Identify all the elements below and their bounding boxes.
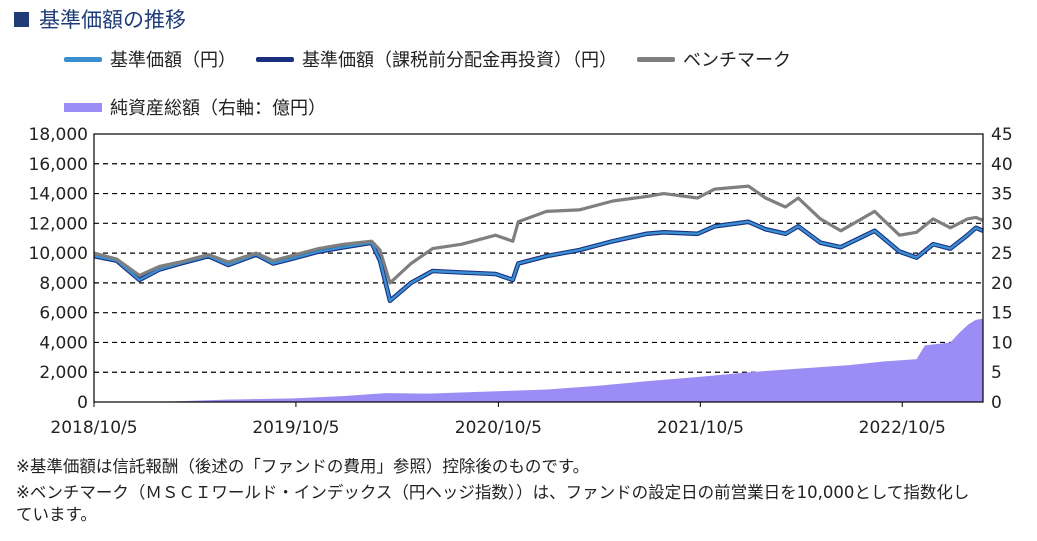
- legend-row-2: 純資産総額（右軸：億円）: [64, 94, 346, 120]
- x-tick-label: 2019/10/5: [252, 418, 339, 438]
- y-left-tick-label: 8,000: [39, 274, 88, 294]
- x-tick-label: 2020/10/5: [455, 418, 542, 438]
- y-right-tick-label: 25: [991, 244, 1013, 264]
- y-left-tick-label: 4,000: [39, 333, 88, 353]
- note-2: ※ベンチマーク（ＭＳＣＩワールド・インデックス（円ヘッジ指数））は、ファンドの設…: [16, 483, 970, 502]
- y-left-tick-label: 6,000: [39, 304, 88, 324]
- y-right-tick-label: 5: [991, 363, 1002, 383]
- y-left-tick-label: 0: [77, 393, 88, 413]
- benchmark-line: [93, 184, 984, 285]
- y-left-tick-label: 12,000: [29, 214, 88, 234]
- chart-title-row: 基準価額の推移: [14, 4, 186, 34]
- legend-item-benchmark: ベンチマーク: [637, 46, 791, 72]
- y-right-tick-label: 0: [991, 393, 1002, 413]
- y-left-tick-label: 14,000: [29, 185, 88, 205]
- axes: 0 2,000 4,000 6,000 8,000 10,000 12,000 14,000 1…: [29, 125, 1013, 438]
- grid-lines: [94, 163, 983, 373]
- note-3: ています。: [16, 505, 97, 524]
- y-left-tick-label: 10,000: [29, 244, 88, 264]
- note-1: ※基準価額は信託報酬（後述の「ファンドの費用」参照）控除後のものです。: [16, 457, 590, 476]
- legend-label-nav: 基準価額（円）: [110, 50, 236, 71]
- y-right-tick-label: 10: [991, 333, 1013, 353]
- assets-area-layer: [94, 318, 983, 402]
- legend-label-benchmark: ベンチマーク: [683, 50, 791, 71]
- legend-row-1: 基準価額（円） 基準価額（課税前分配金再投資）（円） ベンチマーク: [64, 46, 811, 72]
- legend-item-nav: 基準価額（円）: [64, 46, 236, 72]
- page-title: 基準価額の推移: [39, 8, 186, 32]
- nav-line: [93, 220, 984, 302]
- y-left-tick-label: 2,000: [39, 363, 88, 383]
- legend-swatch-nav-reinvest: [256, 56, 294, 62]
- y-right-tick-label: 20: [991, 274, 1013, 294]
- legend-label-assets: 純資産総額（右軸：億円）: [110, 98, 326, 119]
- y-right-tick-label: 45: [991, 125, 1013, 145]
- assets-area: [94, 318, 983, 402]
- legend-label-nav-reinvest: 基準価額（課税前分配金再投資）（円）: [302, 50, 617, 71]
- legend-item-assets: 純資産総額（右軸：億円）: [64, 94, 326, 120]
- legend-item-nav-reinvest: 基準価額（課税前分配金再投資）（円）: [256, 46, 617, 72]
- x-tick-label: 2021/10/5: [657, 418, 744, 438]
- x-tick-label: 2018/10/5: [50, 418, 137, 438]
- plot-frame: [93, 133, 984, 403]
- legend-swatch-assets: [64, 102, 102, 112]
- y-right-tick-label: 35: [991, 185, 1013, 205]
- title-square-icon: [14, 11, 29, 27]
- chart-area: 0 2,000 4,000 6,000 8,000 10,000 12,000 14,000 1…: [29, 125, 1013, 438]
- y-right-tick-label: 15: [991, 304, 1013, 324]
- series-lines-layer: [93, 184, 984, 304]
- y-right-tick-label: 40: [991, 155, 1013, 175]
- y-right-tick-label: 30: [991, 214, 1013, 234]
- y-left-tick-label: 16,000: [29, 155, 88, 175]
- x-tick-label: 2022/10/5: [859, 418, 946, 438]
- y-left-tick-label: 18,000: [29, 125, 88, 145]
- legend-swatch-benchmark: [637, 56, 675, 62]
- legend-swatch-nav: [64, 56, 102, 62]
